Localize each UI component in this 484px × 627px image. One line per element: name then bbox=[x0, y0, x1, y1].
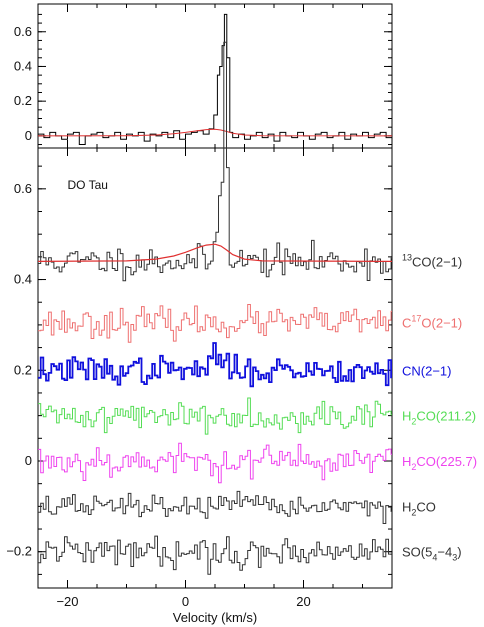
series-label-h2co-211-2-: H2CO(211.2) bbox=[402, 409, 476, 427]
top-ytick-label: 0 bbox=[25, 128, 32, 143]
top-fit-curve bbox=[37, 128, 393, 137]
series-label-cn-2-1-: CN(2−1) bbox=[402, 363, 452, 378]
top-ytick-label: 0.4 bbox=[14, 58, 32, 73]
bottom-ytick-label: 0.2 bbox=[14, 362, 32, 377]
bottom-ytick-label: −0.2 bbox=[6, 544, 32, 559]
bottom-xtick-label: −20 bbox=[56, 594, 78, 609]
series-label-h2co-225-7-: H2CO(225.7) bbox=[402, 454, 477, 472]
top-panel: 0 0.2 0.4 0.6 bbox=[14, 3, 393, 149]
top-panel-frame bbox=[37, 3, 393, 149]
series-label-so-54-43-: SO(54−43) bbox=[402, 545, 462, 563]
spectrum-line-h2co bbox=[38, 490, 392, 524]
spectrum-line-h2co-225-7- bbox=[38, 442, 392, 484]
spectrum-line-13co-2-1- bbox=[38, 41, 392, 282]
fit-curve-13co bbox=[37, 243, 393, 262]
bottom-ytick-label: 0.6 bbox=[14, 181, 32, 196]
source-name-label: DO Tau bbox=[68, 178, 108, 192]
bottom-ytick-label: 0 bbox=[25, 453, 32, 468]
spectrum-line-c17o-2-1- bbox=[38, 304, 392, 343]
spectrum-line-h2co-211-2- bbox=[38, 397, 392, 435]
series-label-c17o-2-1-: C17O(2−1) bbox=[402, 314, 462, 331]
spectrum-line-so-54-43- bbox=[38, 535, 392, 575]
series-label-h2co: H2CO bbox=[402, 499, 436, 517]
bottom-xtick-label: 0 bbox=[182, 594, 189, 609]
series-label-13co-2-1-: 13CO(2−1) bbox=[402, 252, 462, 269]
top-spectrum-line bbox=[38, 13, 393, 145]
bottom-panel: −0.2 0 0.2 0.4 0.6 −20 0 20 Velocity (km/s) DO Ta… bbox=[6, 41, 477, 625]
top-ytick-label: 0.2 bbox=[14, 93, 32, 108]
x-axis-label: Velocity (km/s) bbox=[173, 610, 258, 625]
bottom-xtick-label: 20 bbox=[296, 594, 310, 609]
spectrum-line-cn-2-1- bbox=[38, 342, 392, 388]
bottom-ytick-label: 0.4 bbox=[14, 272, 32, 287]
top-ytick-label: 0.6 bbox=[14, 24, 32, 39]
